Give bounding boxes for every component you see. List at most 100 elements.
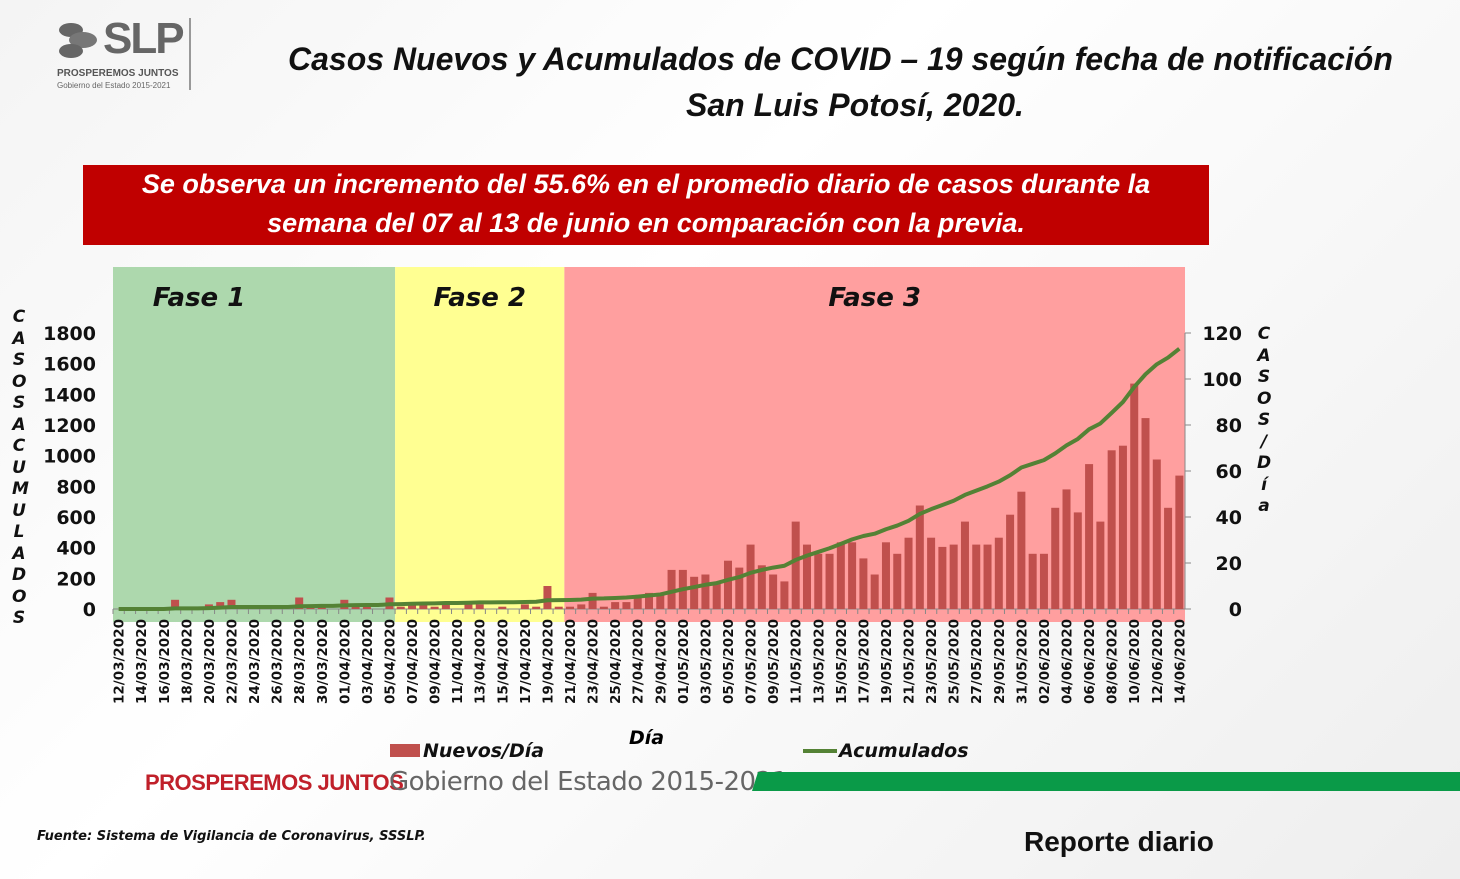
bar-nuevos-23/04/2020 — [588, 592, 597, 609]
x-tick-label: 25/04/2020 — [608, 619, 624, 704]
x-tick-label: 29/04/2020 — [653, 619, 669, 704]
highlight-banner: Se observa un incremento del 55.6% en el… — [83, 165, 1209, 245]
x-tick-label: 21/05/2020 — [902, 619, 918, 704]
bar-nuevos-02/05/2020 — [690, 576, 699, 609]
bar-nuevos-17/04/2020 — [520, 604, 529, 609]
x-tick-label: 08/06/2020 — [1105, 619, 1121, 704]
logo-divider — [189, 18, 191, 90]
y-left-tick-label: 1000 — [43, 446, 96, 468]
page-title: Casos Nuevos y Acumulados de COVID – 19 … — [288, 41, 1393, 77]
bar-nuevos-08/04/2020 — [419, 604, 428, 609]
bar-nuevos-18/05/2020 — [870, 574, 879, 609]
x-tick-label: 13/04/2020 — [473, 619, 489, 704]
bar-nuevos-07/05/2020 — [746, 544, 755, 609]
x-tick-label: 19/04/2020 — [540, 619, 556, 704]
bar-nuevos-14/05/2020 — [825, 553, 834, 609]
covid-chart: Fase 1 Fase 2 Fase 30200400600800100012001… — [43, 267, 1242, 704]
phase-band-2 — [395, 267, 565, 622]
bar-nuevos-30/04/2020 — [667, 569, 676, 609]
x-tick-label: 06/06/2020 — [1082, 619, 1098, 704]
bar-nuevos-06/05/2020 — [735, 567, 744, 609]
x-tick-label: 03/04/2020 — [360, 619, 376, 704]
bar-nuevos-24/04/2020 — [599, 606, 608, 609]
x-tick-label: 23/05/2020 — [924, 619, 940, 704]
banner-line-1: Se observa un incremento del 55.6% en el… — [141, 169, 1151, 199]
x-tick-label: 11/05/2020 — [789, 619, 805, 704]
bar-nuevos-29/04/2020 — [656, 592, 665, 609]
bar-nuevos-29/05/2020 — [994, 537, 1003, 609]
bar-nuevos-25/04/2020 — [611, 602, 620, 609]
x-tick-label: 14/06/2020 — [1172, 619, 1188, 704]
x-tick-label: 07/05/2020 — [744, 619, 760, 704]
y-axis-right-label: CASOS / Día — [1257, 324, 1277, 516]
y-left-tick-label: 400 — [56, 538, 96, 560]
legend-bar-swatch — [390, 744, 420, 757]
bar-nuevos-27/04/2020 — [633, 595, 642, 609]
y-right-tick-label: 100 — [1202, 369, 1242, 391]
y-right-tick-label: 120 — [1202, 323, 1242, 345]
bar-nuevos-21/05/2020 — [904, 537, 913, 609]
x-tick-label: 30/03/2020 — [315, 619, 331, 704]
slp-logo: SLP PROSPEREMOS JUNTOS Gobierno del Esta… — [55, 14, 195, 94]
x-tick-label: 12/06/2020 — [1150, 619, 1166, 704]
x-tick-label: 11/04/2020 — [450, 619, 466, 704]
x-tick-label: 13/05/2020 — [811, 619, 827, 704]
source-note: Fuente: Sistema de Vigilancia de Coronav… — [37, 829, 426, 844]
bar-nuevos-12/05/2020 — [802, 544, 811, 609]
bar-nuevos-06/06/2020 — [1085, 464, 1094, 609]
phase-label-2: Fase 2 — [433, 283, 526, 313]
bar-nuevos-07/04/2020 — [408, 604, 417, 609]
bar-nuevos-20/04/2020 — [554, 606, 563, 609]
y-right-tick-label: 0 — [1229, 599, 1242, 621]
bar-nuevos-09/05/2020 — [769, 574, 778, 609]
bar-nuevos-31/05/2020 — [1017, 491, 1026, 609]
bar-nuevos-12/04/2020 — [464, 604, 473, 609]
x-tick-label: 29/05/2020 — [992, 619, 1008, 704]
bar-nuevos-02/06/2020 — [1039, 553, 1048, 609]
y-left-tick-label: 200 — [56, 568, 96, 590]
x-tick-label: 03/05/2020 — [698, 619, 714, 704]
y-left-tick-label: 1600 — [43, 354, 96, 376]
y-right-tick-label: 20 — [1216, 553, 1242, 575]
phase-label-1: Fase 1 — [153, 283, 246, 313]
bar-nuevos-08/06/2020 — [1107, 450, 1116, 609]
bar-nuevos-13/05/2020 — [814, 553, 823, 609]
x-tick-label: 15/04/2020 — [495, 619, 511, 704]
bar-nuevos-21/04/2020 — [566, 606, 575, 609]
y-left-tick-label: 600 — [56, 507, 96, 529]
bar-nuevos-10/05/2020 — [780, 581, 789, 609]
x-tick-label: 18/03/2020 — [179, 619, 195, 704]
x-tick-label: 05/05/2020 — [721, 619, 737, 704]
x-tick-label: 16/03/2020 — [157, 619, 173, 704]
x-tick-label: 04/06/2020 — [1060, 619, 1076, 704]
bar-nuevos-03/06/2020 — [1051, 507, 1060, 609]
x-tick-label: 20/03/2020 — [202, 619, 218, 704]
bar-nuevos-30/05/2020 — [1006, 514, 1015, 609]
bar-nuevos-28/03/2020 — [295, 597, 304, 609]
bar-nuevos-06/04/2020 — [396, 606, 405, 609]
x-tick-label: 26/03/2020 — [270, 619, 286, 704]
bar-nuevos-22/04/2020 — [577, 604, 586, 609]
x-tick-label: 19/05/2020 — [879, 619, 895, 704]
bar-nuevos-16/05/2020 — [848, 542, 857, 609]
logo-text: SLP — [103, 14, 185, 63]
bar-nuevos-14/06/2020 — [1175, 475, 1184, 609]
bar-nuevos-03/05/2020 — [701, 574, 710, 609]
legend-line-swatch — [803, 749, 837, 753]
report-label: Reporte diario — [1024, 826, 1214, 857]
x-tick-label: 31/05/2020 — [1014, 619, 1030, 704]
bar-nuevos-05/06/2020 — [1073, 512, 1082, 609]
x-tick-label: 17/05/2020 — [856, 619, 872, 704]
y-left-tick-label: 1200 — [43, 415, 96, 437]
y-right-tick-label: 60 — [1216, 461, 1242, 483]
bar-nuevos-28/04/2020 — [645, 592, 653, 609]
x-tick-label: 09/04/2020 — [428, 619, 444, 704]
phase-label-3: Fase 3 — [828, 283, 921, 313]
bar-nuevos-11/05/2020 — [791, 521, 800, 609]
bar-nuevos-23/05/2020 — [927, 537, 936, 609]
bar-nuevos-07/06/2020 — [1096, 521, 1105, 609]
bar-nuevos-22/03/2020 — [227, 599, 236, 609]
y-left-tick-label: 1400 — [43, 384, 96, 406]
bar-nuevos-28/05/2020 — [983, 544, 992, 609]
x-tick-label: 27/05/2020 — [969, 619, 985, 704]
